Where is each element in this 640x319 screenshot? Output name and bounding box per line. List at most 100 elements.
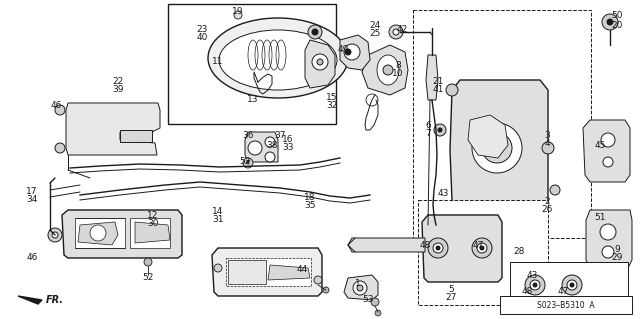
Text: 14: 14 (212, 207, 224, 217)
Text: 3: 3 (544, 130, 550, 139)
Text: 16: 16 (282, 136, 294, 145)
Bar (226, 258, 311, 286)
Circle shape (480, 246, 484, 250)
Circle shape (389, 25, 403, 39)
Circle shape (602, 14, 618, 30)
Text: 53: 53 (362, 295, 374, 305)
Circle shape (446, 84, 458, 96)
Text: 29: 29 (611, 254, 623, 263)
Polygon shape (586, 210, 632, 268)
Text: ▼: ▼ (246, 160, 250, 166)
Circle shape (357, 285, 363, 291)
Text: 24: 24 (369, 20, 381, 29)
Text: 20: 20 (611, 20, 623, 29)
Ellipse shape (377, 55, 399, 85)
Text: 30: 30 (147, 219, 159, 227)
Text: 23: 23 (196, 26, 208, 34)
Text: 36: 36 (243, 130, 253, 139)
Circle shape (603, 157, 613, 167)
Circle shape (602, 246, 614, 258)
Polygon shape (245, 132, 278, 162)
Text: 18: 18 (304, 192, 316, 202)
Circle shape (323, 287, 329, 293)
Text: 44: 44 (296, 264, 308, 273)
Circle shape (383, 65, 393, 75)
Text: 45: 45 (595, 140, 605, 150)
Polygon shape (78, 222, 118, 245)
Circle shape (433, 243, 443, 253)
Text: 1: 1 (355, 279, 361, 288)
Text: 19: 19 (232, 8, 244, 17)
Circle shape (345, 49, 351, 55)
Text: 10: 10 (392, 69, 404, 78)
Polygon shape (305, 40, 335, 88)
Circle shape (601, 133, 615, 147)
Circle shape (248, 141, 262, 155)
Polygon shape (268, 265, 310, 280)
Text: 49: 49 (337, 46, 349, 55)
Circle shape (48, 228, 62, 242)
Text: 4: 4 (544, 138, 550, 147)
Text: 34: 34 (26, 196, 38, 204)
Text: 31: 31 (212, 216, 224, 225)
Circle shape (371, 298, 379, 306)
Text: 38: 38 (266, 142, 278, 151)
Polygon shape (344, 275, 378, 300)
Circle shape (144, 258, 152, 266)
Circle shape (312, 29, 318, 35)
Polygon shape (583, 120, 630, 182)
Circle shape (314, 276, 322, 284)
Bar (228, 260, 266, 284)
Circle shape (570, 283, 574, 287)
Text: 48: 48 (419, 241, 431, 249)
Circle shape (542, 142, 554, 154)
Text: 9: 9 (614, 246, 620, 255)
Text: 47: 47 (472, 241, 484, 249)
Text: 37: 37 (275, 131, 285, 140)
Text: 52: 52 (239, 158, 251, 167)
Polygon shape (422, 215, 502, 282)
Text: 8: 8 (395, 61, 401, 70)
Circle shape (243, 158, 253, 168)
Text: 7: 7 (425, 129, 431, 137)
Circle shape (472, 123, 522, 173)
Text: 33: 33 (282, 144, 294, 152)
Circle shape (428, 238, 448, 258)
Circle shape (55, 143, 65, 153)
Circle shape (550, 185, 560, 195)
Text: 46: 46 (26, 254, 38, 263)
Text: 28: 28 (513, 248, 525, 256)
Circle shape (525, 275, 545, 295)
Text: 46: 46 (51, 100, 61, 109)
Text: 32: 32 (326, 100, 338, 109)
Text: 12: 12 (147, 211, 159, 219)
Circle shape (234, 11, 242, 19)
Text: 2: 2 (544, 197, 550, 206)
Text: 42: 42 (396, 25, 408, 33)
Circle shape (533, 283, 537, 287)
Bar (120, 130, 152, 142)
Bar (168, 4, 336, 124)
Circle shape (438, 128, 442, 132)
Circle shape (265, 152, 275, 162)
Bar (418, 200, 548, 305)
Circle shape (353, 281, 367, 295)
Bar (75, 218, 125, 248)
Text: 35: 35 (304, 201, 316, 210)
Polygon shape (348, 238, 425, 252)
Text: 41: 41 (432, 85, 444, 94)
Circle shape (214, 264, 222, 272)
Circle shape (312, 54, 328, 70)
Text: S023–B5310  A: S023–B5310 A (537, 300, 595, 309)
Polygon shape (62, 210, 182, 258)
Text: 22: 22 (113, 78, 124, 86)
Bar (130, 218, 170, 248)
Circle shape (308, 25, 322, 39)
Circle shape (55, 105, 65, 115)
Polygon shape (426, 55, 438, 100)
Text: 27: 27 (445, 293, 457, 302)
Circle shape (375, 310, 381, 316)
Text: 13: 13 (247, 95, 259, 105)
Circle shape (482, 133, 512, 163)
Circle shape (530, 280, 540, 290)
